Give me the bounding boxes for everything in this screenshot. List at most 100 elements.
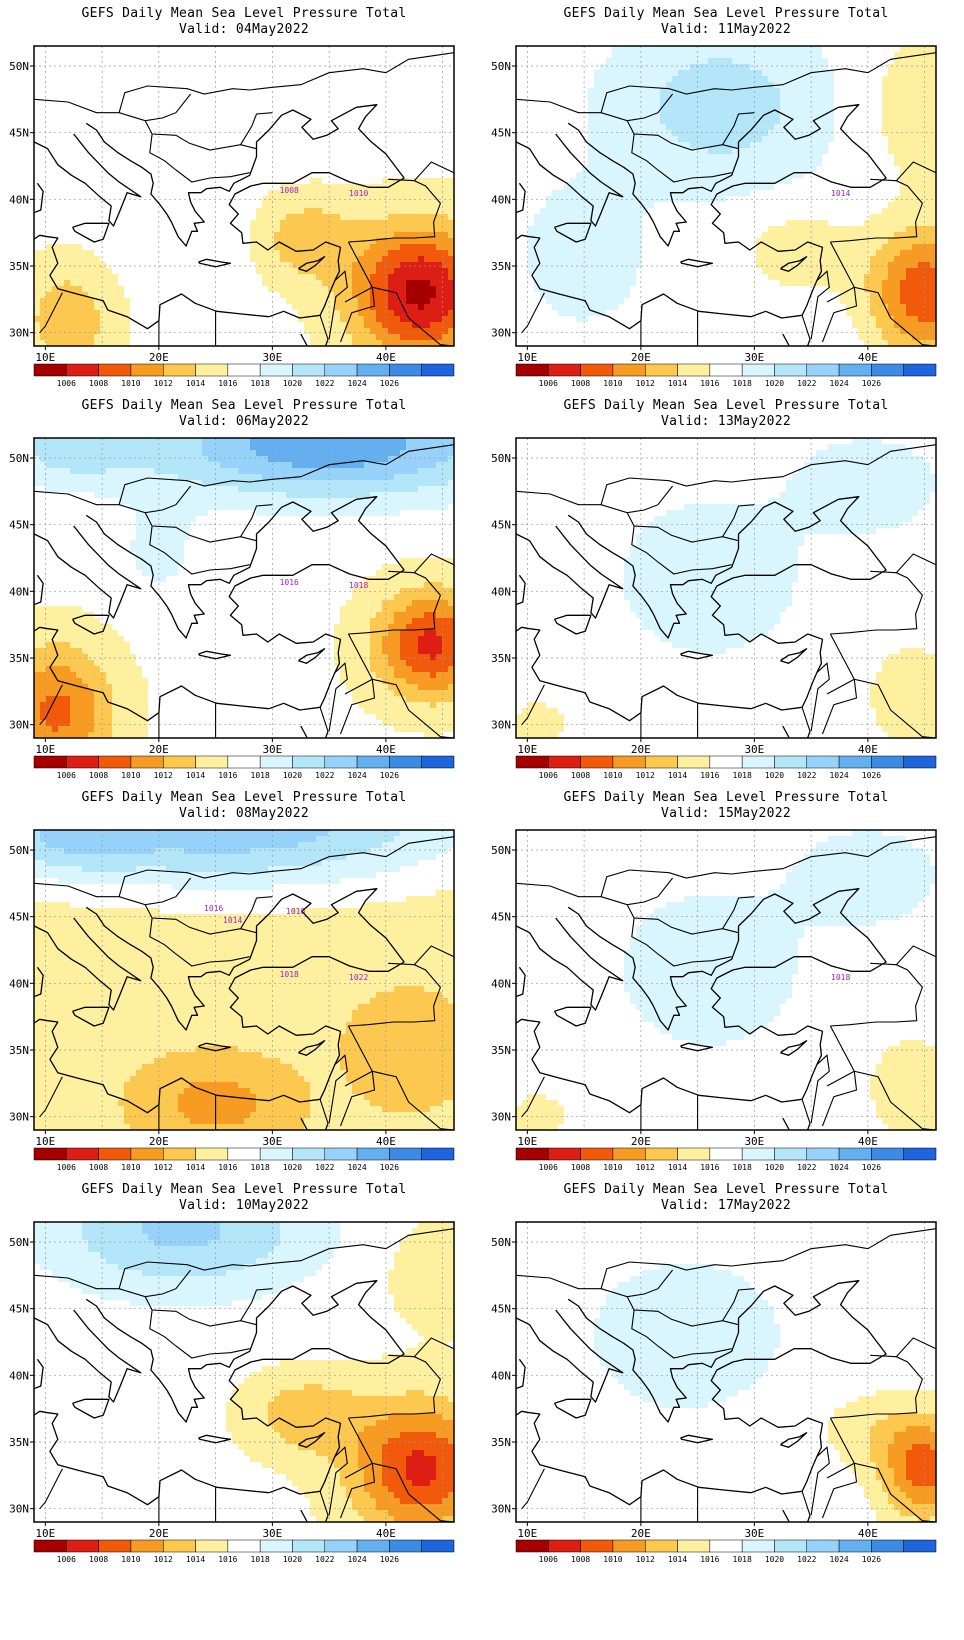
colorbar-label: 1006	[539, 1163, 558, 1172]
colorbar-swatch	[774, 1147, 808, 1161]
colorbar-label: 1016	[700, 771, 719, 780]
colorbar-swatch	[709, 755, 743, 769]
colorbar-label: 1014	[186, 771, 205, 780]
colorbar-label: 1006	[57, 379, 76, 388]
colorbar-label: 1020	[283, 1163, 302, 1172]
lat-label: 45N	[9, 127, 29, 140]
colorbar-label: 1006	[57, 771, 76, 780]
lat-label: 40N	[9, 977, 29, 990]
colorbar-label: 1006	[57, 1555, 76, 1564]
colorbar-swatch	[162, 1539, 196, 1553]
pressure-fill	[34, 46, 454, 346]
colorbar-swatch	[356, 1147, 390, 1161]
lon-label: 40E	[376, 351, 396, 364]
map-panel: GEFS Daily Mean Sea Level Pressure Total…	[482, 784, 964, 1194]
colorbar-swatch	[33, 755, 67, 769]
lon-label: 40E	[376, 1527, 396, 1540]
lon-label: 20E	[631, 1527, 651, 1540]
colorbar-label: 1016	[700, 379, 719, 388]
panel-title: GEFS Daily Mean Sea Level Pressure Total	[516, 790, 936, 806]
colorbar-label: 1008	[571, 1555, 590, 1564]
pressure-fill	[34, 1222, 454, 1522]
colorbar-label: 1012	[154, 379, 173, 388]
graticule	[34, 46, 454, 346]
colorbar-label: 1018	[733, 1555, 752, 1564]
colorbar-label: 1022	[797, 1163, 816, 1172]
colorbar-swatch	[98, 1539, 132, 1553]
lat-label: 40N	[9, 1369, 29, 1382]
panel-valid-date: Valid: 15May2022	[516, 806, 936, 822]
colorbar: 1006 1008 1010 1012 1014 1016 1018 1020 1022 1024…	[33, 363, 455, 388]
lon-label: 20E	[149, 743, 169, 756]
colorbar-swatch	[774, 755, 808, 769]
map-panel: GEFS Daily Mean Sea Level Pressure Total…	[482, 1176, 964, 1586]
colorbar-label: 1016	[218, 379, 237, 388]
colorbar-label: 1010	[603, 1555, 622, 1564]
colorbar-label: 1022	[797, 771, 816, 780]
colorbar-label: 1008	[89, 1163, 108, 1172]
colorbar-label: 1016	[700, 1555, 719, 1564]
colorbar-swatch	[421, 755, 455, 769]
colorbar-label: 1014	[668, 771, 687, 780]
lat-label: 45N	[9, 911, 29, 924]
contour-label: 1008	[280, 186, 299, 195]
coastlines	[516, 496, 936, 738]
borders	[516, 52, 936, 346]
colorbar-swatch	[421, 363, 455, 377]
pressure-fill	[516, 1222, 936, 1522]
colorbar-label: 1018	[251, 1555, 270, 1564]
borders	[516, 836, 936, 1130]
colorbar-swatch	[324, 755, 358, 769]
colorbar-swatch	[871, 755, 904, 769]
map-panel: GEFS Daily Mean Sea Level Pressure Total…	[0, 1176, 482, 1586]
colorbar-label: 1026	[380, 1163, 399, 1172]
colorbar-swatch	[903, 755, 937, 769]
contour-label: 1018	[280, 970, 299, 979]
colorbar-swatch	[644, 1539, 678, 1553]
lon-label: 10E	[517, 351, 537, 364]
colorbar-swatch	[130, 1147, 164, 1161]
colorbar-label: 1014	[668, 379, 687, 388]
lat-label: 30N	[491, 719, 511, 732]
panel-valid-date: Valid: 11May2022	[516, 22, 936, 38]
colorbar-swatch	[548, 1147, 581, 1161]
colorbar-swatch	[871, 1147, 904, 1161]
colorbar-label: 1020	[765, 771, 784, 780]
lat-label: 45N	[9, 519, 29, 532]
colorbar-label: 1024	[347, 1555, 366, 1564]
contour-label: 1016	[286, 907, 305, 916]
colorbar-swatch	[195, 363, 229, 377]
colorbar-label: 1024	[829, 1163, 848, 1172]
colorbar-label: 1018	[251, 771, 270, 780]
colorbar-label: 1008	[571, 771, 590, 780]
lon-label: 10E	[517, 743, 537, 756]
panel-title: GEFS Daily Mean Sea Level Pressure Total	[34, 398, 454, 414]
colorbar-label: 1014	[668, 1555, 687, 1564]
colorbar-label: 1026	[380, 379, 399, 388]
borders	[34, 1228, 454, 1522]
colorbar-swatch	[66, 755, 99, 769]
panel-title: GEFS Daily Mean Sea Level Pressure Total	[516, 398, 936, 414]
lon-label: 20E	[149, 1527, 169, 1540]
colorbar-swatch	[259, 1147, 293, 1161]
colorbar-swatch	[709, 1539, 743, 1553]
colorbar-label: 1024	[347, 1163, 366, 1172]
colorbar-swatch	[515, 1539, 549, 1553]
colorbar-label: 1020	[283, 379, 302, 388]
coastlines	[34, 104, 454, 346]
colorbar-swatch	[871, 1539, 904, 1553]
colorbar-swatch	[356, 363, 390, 377]
lat-label: 50N	[491, 844, 511, 857]
lat-label: 50N	[491, 1236, 511, 1249]
colorbar-swatch	[324, 363, 358, 377]
colorbar: 1006 1008 1010 1012 1014 1016 1018 1020 1022 1024…	[33, 755, 455, 780]
colorbar-swatch	[162, 1147, 196, 1161]
colorbar-swatch	[644, 755, 678, 769]
colorbar-label: 1026	[862, 379, 881, 388]
colorbar-swatch	[515, 363, 549, 377]
colorbar-label: 1022	[315, 1555, 334, 1564]
